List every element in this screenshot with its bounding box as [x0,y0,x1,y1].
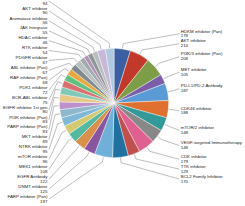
leader-line [49,41,86,56]
data-label: 187 [181,88,189,93]
data-label: 122 [40,179,48,184]
leader-line [164,72,180,78]
leader-line [49,31,90,54]
slice-label: EGFR inhibitor 1st gen [3,105,48,110]
leader-line [49,130,66,159]
data-label: 188 [181,110,189,115]
leader-line [49,157,103,199]
leader-line [49,89,60,110]
data-label: 89 [43,139,48,144]
leader-line [158,137,179,146]
data-label: 170 [181,179,189,184]
leader-line [169,109,179,111]
data-label: 94 [43,1,48,6]
leader-line [155,57,179,67]
data-label: 72 [43,90,48,95]
leader-line [49,138,72,169]
leader-line [49,98,59,120]
data-label: 90 [43,10,48,15]
data-label: 83 [43,129,48,134]
leader-line [49,75,65,90]
leader-lines [49,1,179,199]
data-label: 46 [43,40,48,45]
leader-line [49,114,60,140]
data-label: 68 [43,80,48,85]
slice [59,102,114,110]
data-label: 75 [43,100,48,105]
data-label: 67 [43,70,48,75]
data-label: 95 [43,149,48,154]
data-label: 83 [43,119,48,124]
slice [113,103,129,158]
data-label: 148 [181,145,189,150]
data-label: 105 [181,72,189,77]
data-label: 54 [43,50,48,55]
leader-line [49,69,69,81]
leader-line [49,21,95,52]
leader-line [49,1,110,48]
leader-line [168,89,179,92]
data-label: 214 [181,43,189,48]
data-label: 108 [40,169,48,174]
data-label: 125 [40,189,48,194]
leader-line [49,122,62,149]
leader-line [49,106,59,130]
data-label: 56 [43,20,48,25]
data-label: 96 [43,159,48,164]
leader-line [140,44,179,54]
leader-line [121,158,180,179]
slices [59,48,168,157]
slice [114,83,169,103]
labels: HDKM inhibitor (Pan)178AKT inhibitor214P… [3,0,243,204]
data-label: 55 [43,30,48,35]
data-label: 148 [181,130,189,135]
data-label: 208 [181,56,189,61]
slice-label: VEGF-targeted Immunotherapy [181,140,243,145]
chart: HDKM inhibitor (Pan)178AKT inhibitor214P… [0,0,245,206]
leader-line [49,51,82,59]
leader-line [49,58,77,62]
leader-line [49,63,73,70]
leader-line [147,147,179,159]
leader-line [134,154,179,169]
data-label: 80 [43,109,48,114]
data-label: 197 [40,199,48,204]
leader-line [49,11,101,49]
leader-line [165,125,179,131]
slice [97,49,114,103]
data-label: 67 [43,60,48,65]
leader-line [49,82,63,100]
leader-line [122,34,179,49]
slice [105,48,114,103]
